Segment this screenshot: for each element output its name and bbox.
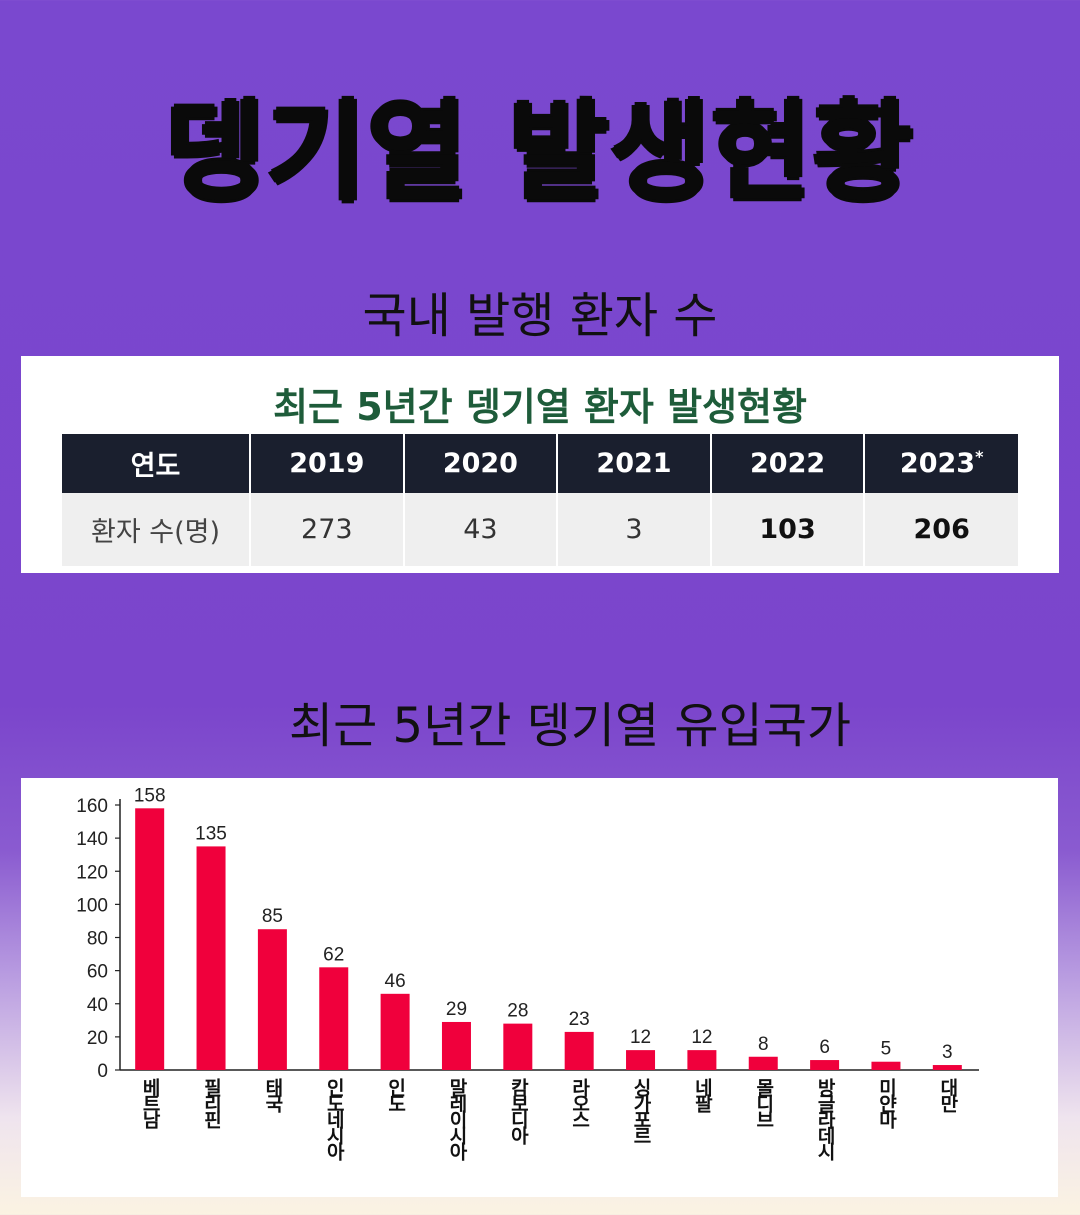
patient-stats-table: 연도 2019 2020 2021 2022 2023* 환자 수(명) 273…	[62, 434, 1018, 566]
bar-value-label: 158	[134, 785, 166, 806]
category-label: 말레이시아	[445, 1078, 468, 1158]
bar-value-label: 8	[758, 1034, 769, 1055]
bar	[810, 1060, 840, 1070]
category-label: 라오스	[568, 1078, 591, 1126]
y-tick-label: 140	[76, 829, 108, 850]
bar	[135, 808, 165, 1070]
bar-value-label: 3	[942, 1042, 953, 1063]
category-label: 몰디브	[752, 1078, 775, 1126]
bar	[196, 846, 226, 1070]
category-label: 태국	[261, 1078, 284, 1110]
y-tick-label: 160	[76, 796, 108, 817]
domestic-patients-heading: 국내 발행 환자 수	[362, 288, 718, 344]
table-header-row: 연도 2019 2020 2021 2022 2023*	[62, 434, 1018, 493]
category-label: 베트남	[139, 1078, 162, 1126]
category-label: 인도	[384, 1078, 407, 1110]
year-2019: 2019	[249, 434, 404, 493]
category-label: 캄보디아	[507, 1078, 530, 1142]
bar	[380, 993, 410, 1070]
row-label: 환자 수(명)	[62, 492, 250, 566]
bar	[932, 1065, 962, 1070]
bar-value-label: 46	[385, 971, 406, 992]
category-label: 필리핀	[200, 1078, 223, 1126]
category-label: 대만	[936, 1078, 959, 1110]
bar	[748, 1056, 778, 1070]
bar	[871, 1061, 901, 1070]
year-2021: 2021	[556, 434, 711, 493]
year-2023-note: *	[975, 447, 984, 467]
bar-value-label: 12	[630, 1027, 651, 1048]
bar	[257, 929, 287, 1070]
category-label: 인도네시아	[323, 1078, 346, 1158]
bar-value-label: 23	[569, 1009, 590, 1030]
y-tick-label: 40	[87, 995, 108, 1016]
bar-value-label: 62	[323, 944, 344, 965]
y-tick-label: 60	[87, 962, 108, 983]
category-label: 방글라데시	[814, 1078, 837, 1158]
bar-value-label: 85	[262, 906, 283, 927]
bar-value-label: 135	[195, 823, 227, 844]
y-tick-label: 0	[97, 1061, 108, 1082]
bar-value-label: 5	[881, 1039, 892, 1060]
bar	[503, 1023, 533, 1070]
year-header-label: 연도	[62, 434, 250, 493]
bar-value-label: 29	[446, 999, 467, 1020]
y-tick-label: 80	[87, 929, 108, 950]
category-label: 네팔	[691, 1078, 714, 1110]
bar-value-label: 28	[507, 1001, 528, 1022]
year-2023: 2023	[899, 448, 976, 480]
bar	[626, 1050, 656, 1070]
year-2022: 2022	[709, 434, 865, 493]
value-2020: 43	[402, 492, 558, 566]
bar	[564, 1031, 594, 1070]
value-2019: 273	[249, 492, 404, 566]
y-tick-label: 100	[76, 895, 108, 916]
import-countries-chart: 0 20 40 60 80 100 120 140 160 158 135 85 62 46 29 28 23 1…	[21, 778, 1058, 1197]
value-2022: 103	[709, 492, 865, 566]
import-countries-heading: 최근 5년간 뎅기열 유입국가	[288, 698, 852, 754]
bar	[441, 1021, 471, 1070]
bar	[319, 967, 349, 1070]
table-title: 최근 5년간 뎅기열 환자 발생현황	[273, 385, 807, 429]
value-2023: 206	[863, 492, 1018, 566]
bar-value-label: 6	[819, 1037, 830, 1058]
y-tick-label: 120	[76, 862, 108, 883]
year-2023-cell: 2023*	[863, 434, 1018, 493]
table-row: 환자 수(명) 273 43 3 103 206	[62, 492, 1018, 566]
year-2020: 2020	[402, 434, 558, 493]
bar	[687, 1050, 717, 1070]
page-title: 뎅기열 발생현황	[165, 91, 915, 216]
patient-stats-panel: 최근 5년간 뎅기열 환자 발생현황 연도 2019 2020 2021 202…	[21, 356, 1059, 573]
category-label: 싱가포르	[630, 1078, 653, 1142]
category-label: 미얀마	[875, 1078, 898, 1126]
value-2021: 3	[556, 492, 711, 566]
y-tick-label: 20	[87, 1028, 108, 1049]
bar-value-label: 12	[691, 1027, 712, 1048]
